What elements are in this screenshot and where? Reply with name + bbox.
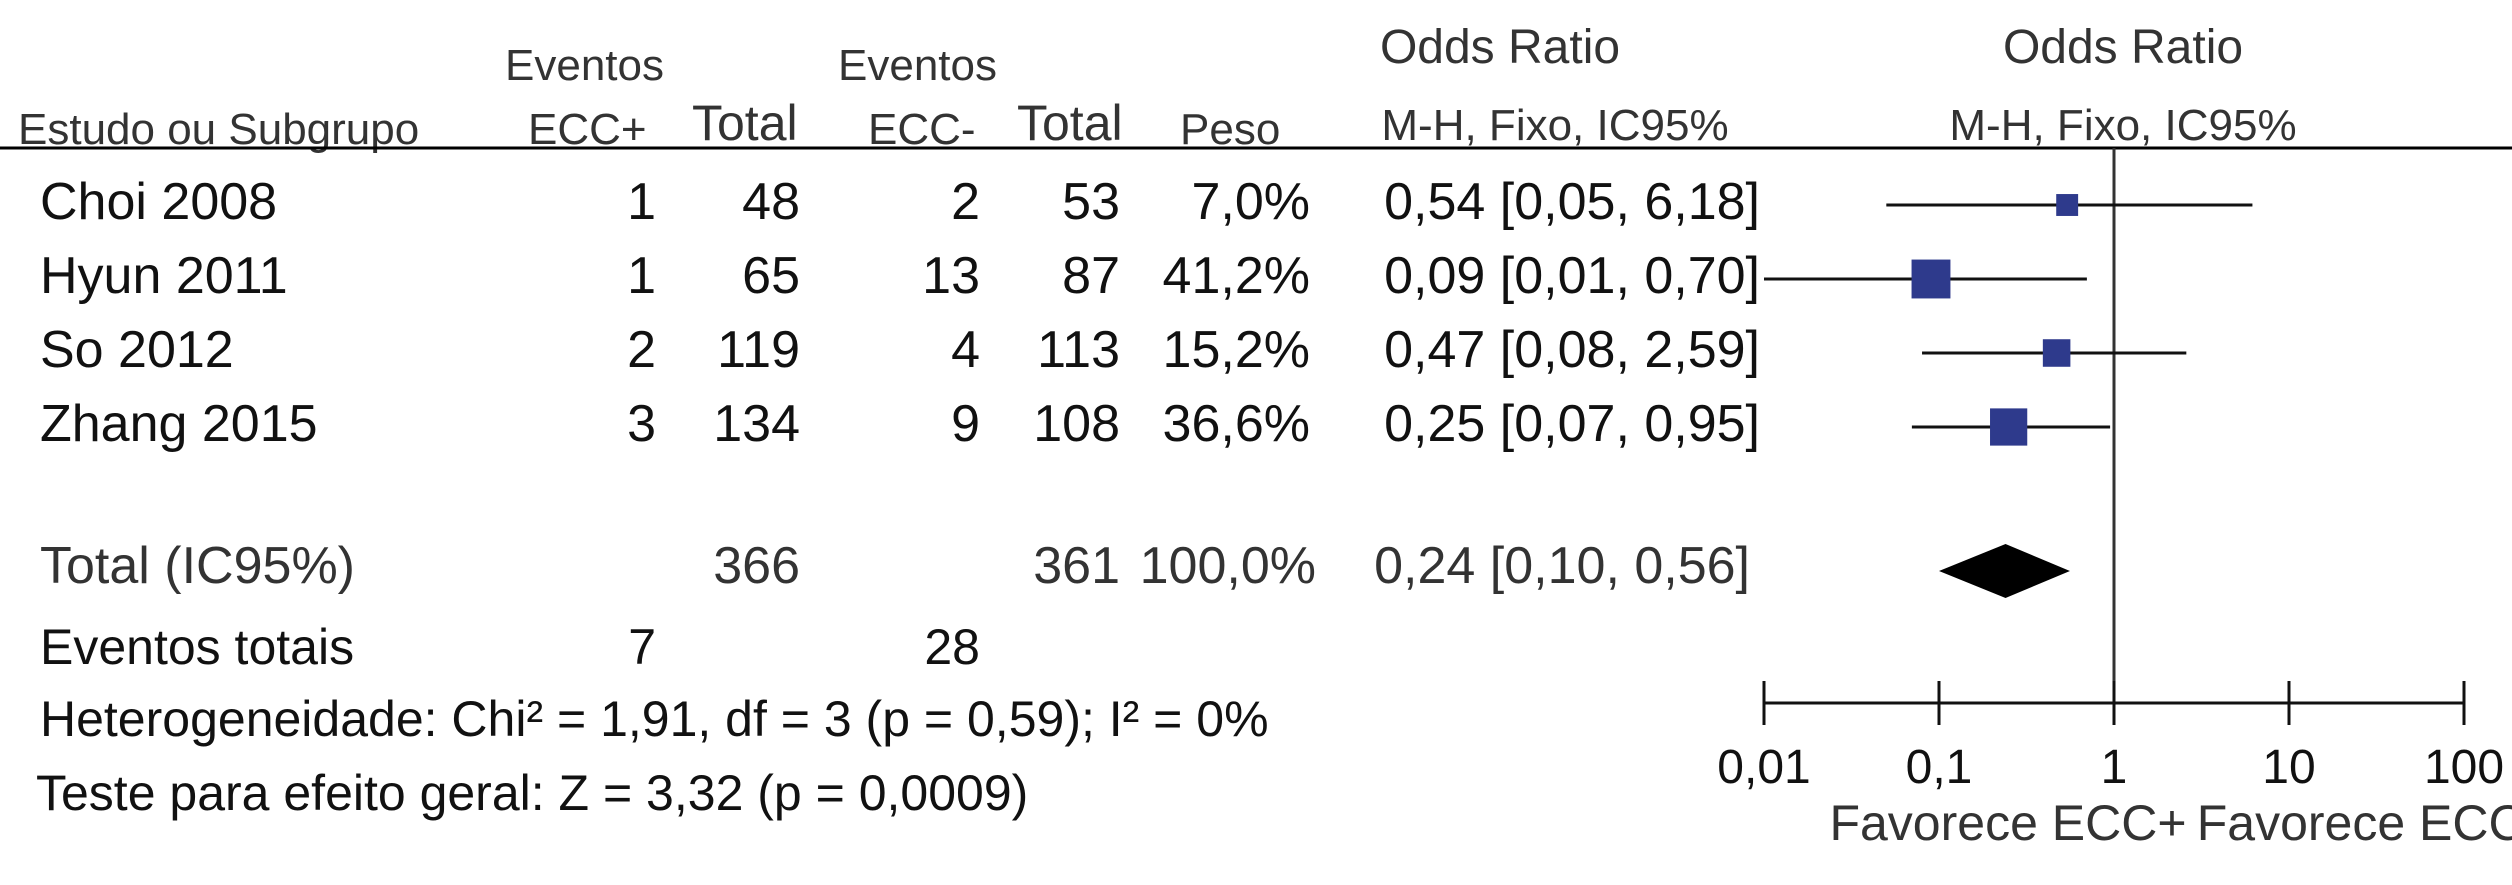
- header-events-neg-top: Eventos: [838, 41, 997, 90]
- study-name: Zhang 2015: [40, 395, 318, 453]
- overall-effect-text: Teste para efeito geral: Z = 3,32 (p = 0…: [36, 765, 1029, 821]
- weight: 41,2%: [1162, 247, 1310, 305]
- events-pos: 3: [627, 395, 656, 453]
- events-total-neg: 28: [924, 619, 980, 675]
- header-events-pos: ECC+: [528, 105, 647, 154]
- header-events-pos-top: Eventos: [505, 41, 664, 90]
- events-total-pos: 7: [628, 619, 656, 675]
- ci-text: 0,54 [0,05, 6,18]: [1384, 173, 1760, 231]
- favours-right-label: Favorece ECC-: [2197, 795, 2512, 851]
- header-total-pos: Total: [692, 95, 798, 151]
- study-marker: [1990, 408, 2028, 446]
- weight: 36,6%: [1162, 395, 1310, 453]
- study-marker: [2056, 194, 2079, 216]
- header-or-method: M-H, Fixo, IC95%: [1381, 101, 1729, 150]
- total-weight: 100,0%: [1139, 537, 1316, 595]
- events-neg: 9: [951, 395, 980, 453]
- total-neg: 87: [1062, 247, 1120, 305]
- study-marker: [1911, 259, 1951, 299]
- total-pos: 119: [717, 321, 800, 379]
- total-neg: 53: [1062, 173, 1120, 231]
- weight: 15,2%: [1162, 321, 1310, 379]
- header-plot-title: Odds Ratio: [2002, 21, 2244, 74]
- total-ci-text: 0,24 [0,10, 0,56]: [1374, 537, 1750, 595]
- ci-text: 0,09 [0,01, 0,70]: [1384, 247, 1760, 305]
- events-neg: 4: [951, 321, 980, 379]
- events-neg: 2: [951, 173, 980, 231]
- study-marker: [2042, 339, 2071, 367]
- total-pos: 134: [713, 395, 800, 453]
- events-pos: 1: [627, 247, 656, 305]
- events-pos: 1: [627, 173, 656, 231]
- header-events-neg: ECC-: [868, 105, 976, 154]
- x-tick-label: 1: [2101, 741, 2128, 794]
- total-neg: 361: [1033, 537, 1120, 595]
- header-or-title: Odds Ratio: [1379, 21, 1621, 74]
- study-name: So 2012: [40, 321, 234, 379]
- total-pos: 48: [742, 173, 800, 231]
- study-name: Choi 2008: [40, 173, 278, 231]
- events-pos: 2: [627, 321, 656, 379]
- header-plot-method: M-H, Fixo, IC95%: [1949, 101, 2297, 150]
- x-tick-label: 10: [2262, 741, 2315, 794]
- total-pos: 366: [713, 537, 800, 595]
- header-study: Estudo ou Subgrupo: [18, 105, 420, 154]
- summary-diamond: [1939, 544, 2070, 598]
- study-name: Hyun 2011: [40, 247, 288, 305]
- events-total-label: Eventos totais: [40, 619, 355, 675]
- weight: 7,0%: [1191, 173, 1310, 231]
- x-tick-label: 0,01: [1717, 741, 1810, 794]
- total-neg: 113: [1037, 321, 1120, 379]
- x-tick-label: 0,1: [1906, 741, 1973, 794]
- events-neg: 13: [922, 247, 980, 305]
- total-neg: 108: [1033, 395, 1120, 453]
- header-total-neg: Total: [1017, 95, 1123, 151]
- ci-text: 0,25 [0,07, 0,95]: [1384, 395, 1760, 453]
- total-pos: 65: [742, 247, 800, 305]
- ci-text: 0,47 [0,08, 2,59]: [1384, 321, 1760, 379]
- header-weight: Peso: [1180, 105, 1281, 154]
- favours-left-label: Favorece ECC+: [1829, 795, 2186, 851]
- total-label: Total (IC95%): [40, 537, 355, 595]
- x-tick-label: 100: [2424, 741, 2504, 794]
- heterogeneity-text: Heterogeneidade: Chi² = 1,91, df = 3 (p …: [40, 691, 1269, 747]
